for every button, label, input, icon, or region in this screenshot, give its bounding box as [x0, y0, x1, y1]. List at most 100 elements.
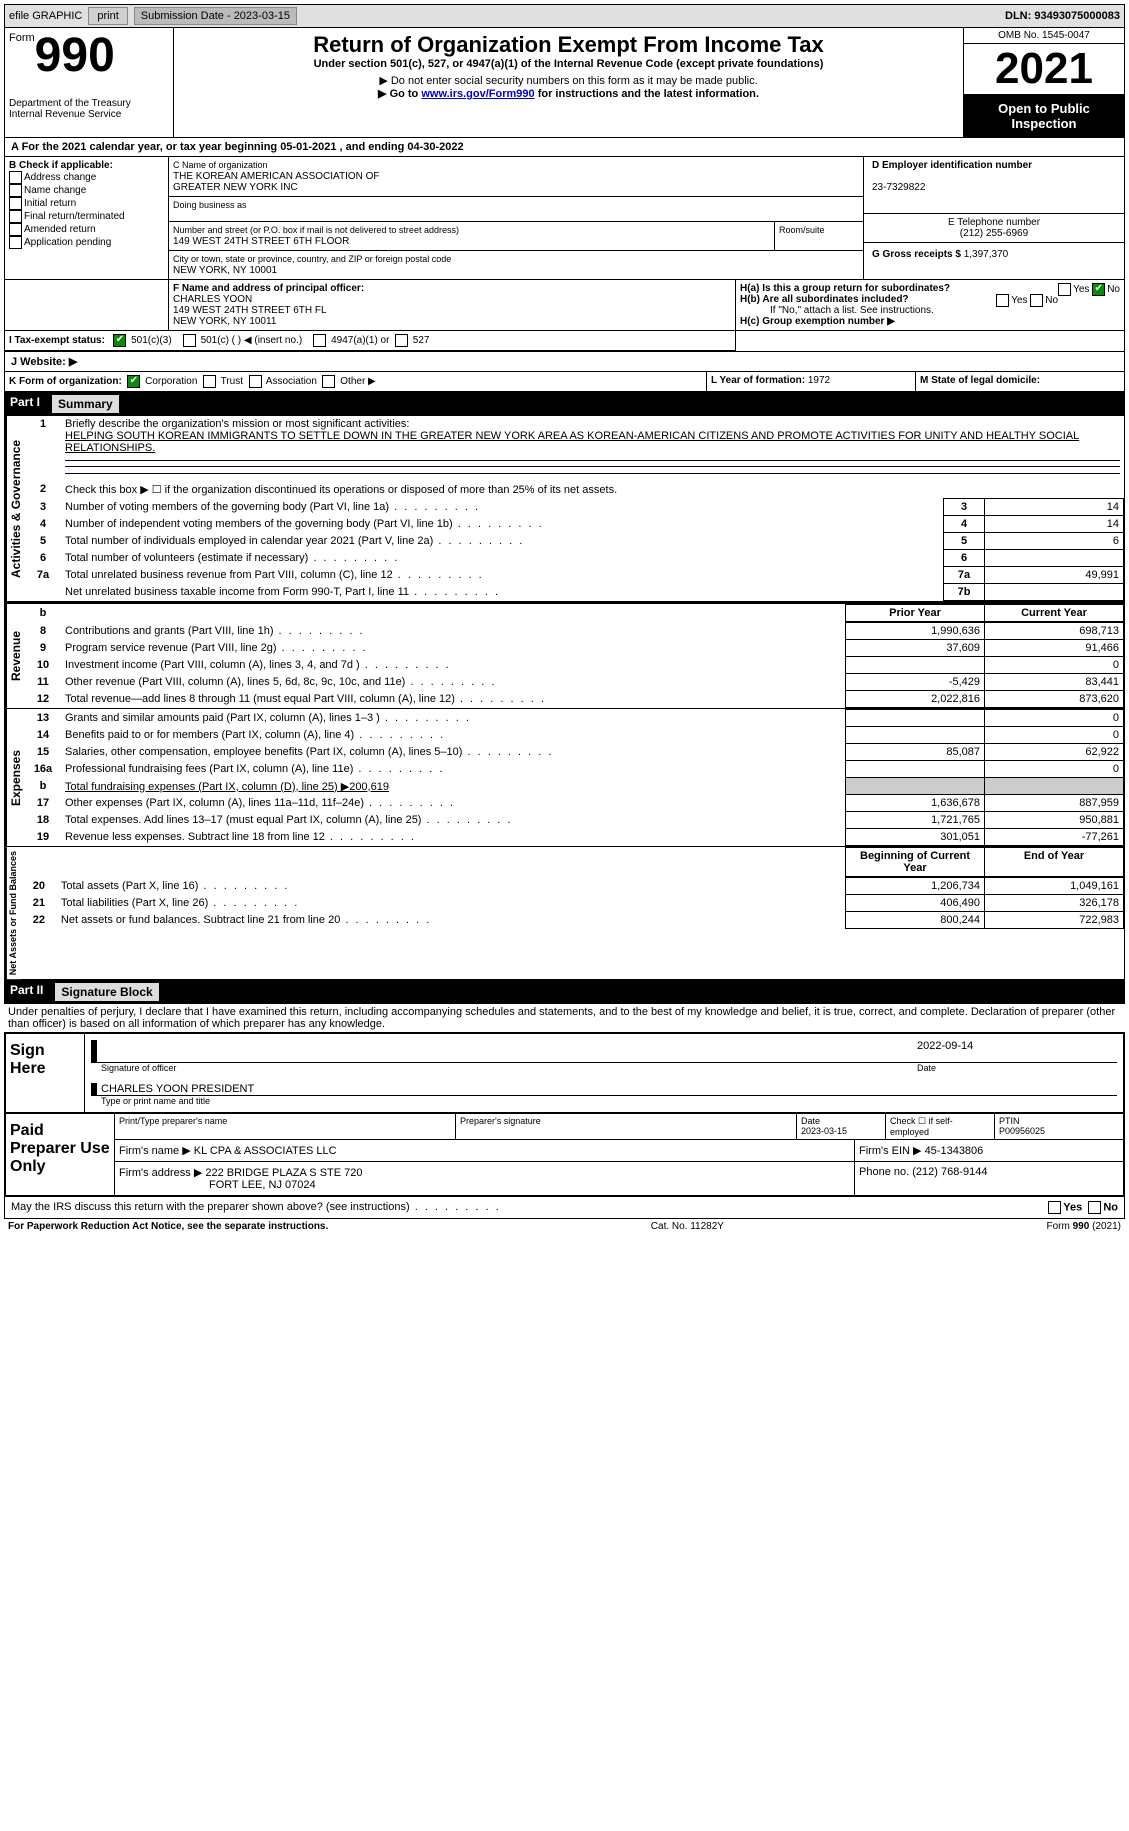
form-subtitle: Under section 501(c), 527, or 4947(a)(1)…	[178, 58, 959, 70]
side-expenses: Expenses	[5, 709, 25, 846]
sign-here-block: Sign Here 2022-09-14 Signature of office…	[4, 1032, 1125, 1114]
opt-address-change: Address change	[24, 172, 96, 183]
trust-checkbox[interactable]	[203, 375, 216, 388]
netassets-section: Net Assets or Fund Balances Beginning of…	[4, 847, 1125, 980]
firm-ein-label: Firm's EIN ▶	[859, 1145, 922, 1157]
firm-ein-value: 45-1343806	[925, 1145, 984, 1157]
form-word: Form	[9, 32, 35, 44]
city-label: City or town, state or province, country…	[173, 254, 451, 264]
street-label: Number and street (or P.O. box if mail i…	[173, 225, 459, 235]
tax-period: A For the 2021 calendar year, or tax yea…	[4, 138, 1125, 157]
officer-city: NEW YORK, NY 10011	[173, 316, 276, 327]
opt-trust: Trust	[221, 376, 243, 387]
top-bar: efile GRAPHIC print Submission Date - 20…	[4, 4, 1125, 28]
4947-checkbox[interactable]	[313, 334, 326, 347]
prep-self-emp: Check ☐ if self-employed	[886, 1114, 995, 1139]
ha-yes-checkbox[interactable]	[1058, 283, 1071, 296]
section-b-header: B Check if applicable:	[9, 160, 113, 171]
opt-amended: Amended return	[24, 224, 96, 235]
section-c-label: C Name of organization	[173, 160, 268, 170]
irs-label: Internal Revenue Service	[9, 109, 169, 120]
hb-no-checkbox[interactable]	[1030, 294, 1043, 307]
final-return-checkbox[interactable]	[9, 210, 22, 223]
opt-501c: 501(c) ( ) ◀ (insert no.)	[201, 335, 303, 346]
year-formation: 1972	[808, 375, 830, 386]
revenue-line: 8Contributions and grants (Part VIII, li…	[25, 623, 1124, 640]
officer-group-row: F Name and address of principal officer:…	[4, 280, 1125, 331]
addr-change-checkbox[interactable]	[9, 171, 22, 184]
section-j-label: J Website: ▶	[11, 356, 77, 368]
discuss-no: No	[1103, 1202, 1118, 1214]
summary-line: 5Total number of individuals employed in…	[25, 533, 1124, 550]
ha-no: No	[1107, 284, 1120, 295]
527-checkbox[interactable]	[395, 334, 408, 347]
section-m-label: M State of legal domicile:	[920, 375, 1040, 386]
opt-4947: 4947(a)(1) or	[331, 335, 389, 346]
activities-section: Activities & Governance 1Briefly describ…	[4, 416, 1125, 602]
print-button[interactable]: print	[88, 7, 127, 25]
org-name-1: THE KOREAN AMERICAN ASSOCIATION OF	[173, 171, 380, 182]
note2-suffix: for instructions and the latest informat…	[535, 88, 759, 100]
footer-right: Form 990 (2021)	[1047, 1221, 1121, 1232]
summary-line: 3Number of voting members of the governi…	[25, 499, 1124, 516]
section-k-label: K Form of organization:	[9, 376, 122, 387]
hb-yes-checkbox[interactable]	[996, 294, 1009, 307]
side-netassets: Net Assets or Fund Balances	[5, 847, 21, 979]
revenue-line: 12Total revenue—add lines 8 through 11 (…	[25, 691, 1124, 708]
form-number: 990	[35, 29, 115, 82]
amended-checkbox[interactable]	[9, 223, 22, 236]
501c3-checkbox[interactable]: ✔	[113, 334, 126, 347]
org-name-2: GREATER NEW YORK INC	[173, 182, 298, 193]
tax-status-row: I Tax-exempt status: ✔ 501(c)(3) 501(c) …	[4, 331, 1125, 352]
opt-final: Final return/terminated	[24, 211, 125, 222]
discuss-row: May the IRS discuss this return with the…	[4, 1197, 1125, 1219]
other-checkbox[interactable]	[322, 375, 335, 388]
ha-no-checkbox[interactable]: ✔	[1092, 283, 1105, 296]
hb-label: H(b) Are all subordinates included?	[740, 294, 909, 305]
summary-line: 4Number of independent voting members of…	[25, 516, 1124, 533]
footer-mid: Cat. No. 11282Y	[651, 1221, 724, 1232]
hb-yes: Yes	[1011, 295, 1027, 306]
opt-name-change: Name change	[24, 185, 86, 196]
name-change-checkbox[interactable]	[9, 184, 22, 197]
page-footer: For Paperwork Reduction Act Notice, see …	[4, 1219, 1125, 1234]
hc-label: H(c) Group exemption number ▶	[740, 316, 895, 327]
footer-left: For Paperwork Reduction Act Notice, see …	[8, 1221, 328, 1232]
initial-return-checkbox[interactable]	[9, 197, 22, 210]
phone-value: (212) 255-6969	[960, 228, 1028, 239]
paid-prep-label: Paid Preparer Use Only	[6, 1114, 115, 1195]
expense-line: bTotal fundraising expenses (Part IX, co…	[25, 778, 1124, 795]
expense-line: 18Total expenses. Add lines 13–17 (must …	[25, 812, 1124, 829]
end-year-header: End of Year	[985, 848, 1124, 877]
part1-label: Part I	[10, 395, 40, 413]
sig-name-label: Type or print name and title	[91, 1096, 1117, 1106]
form990-link[interactable]: www.irs.gov/Form990	[421, 88, 534, 100]
summary-line: 7aTotal unrelated business revenue from …	[25, 567, 1124, 584]
prep-date-value: 2023-03-15	[801, 1126, 847, 1136]
discuss-yes: Yes	[1063, 1202, 1082, 1214]
firm-addr1: 222 BRIDGE PLAZA S STE 720	[205, 1167, 362, 1179]
section-e-label: E Telephone number	[948, 217, 1040, 228]
expenses-section: Expenses 13Grants and similar amounts pa…	[4, 709, 1125, 847]
firm-addr2: FORT LEE, NJ 07024	[119, 1179, 316, 1191]
corp-checkbox[interactable]: ✔	[127, 375, 140, 388]
opt-app-pending: Application pending	[24, 237, 111, 248]
gross-receipts: 1,397,370	[964, 249, 1009, 260]
discuss-yes-checkbox[interactable]	[1048, 1201, 1061, 1214]
app-pending-checkbox[interactable]	[9, 236, 22, 249]
form-header: Form990 Department of the Treasury Inter…	[4, 28, 1125, 138]
section-g-label: G Gross receipts $	[872, 249, 961, 260]
opt-other: Other ▶	[340, 376, 375, 387]
section-l-label: L Year of formation:	[711, 375, 805, 386]
form-title: Return of Organization Exempt From Incom…	[178, 32, 959, 58]
assoc-checkbox[interactable]	[249, 375, 262, 388]
501c-checkbox[interactable]	[183, 334, 196, 347]
expense-line: 15Salaries, other compensation, employee…	[25, 744, 1124, 761]
summary-line: 6Total number of volunteers (estimate if…	[25, 550, 1124, 567]
revenue-line: 10Investment income (Part VIII, column (…	[25, 657, 1124, 674]
discuss-no-checkbox[interactable]	[1088, 1201, 1101, 1214]
netasset-line: 21Total liabilities (Part X, line 26)406…	[21, 895, 1124, 912]
firm-addr-label: Firm's address ▶	[119, 1167, 202, 1179]
part2-label: Part II	[10, 983, 43, 1001]
expense-line: 14Benefits paid to or for members (Part …	[25, 727, 1124, 744]
